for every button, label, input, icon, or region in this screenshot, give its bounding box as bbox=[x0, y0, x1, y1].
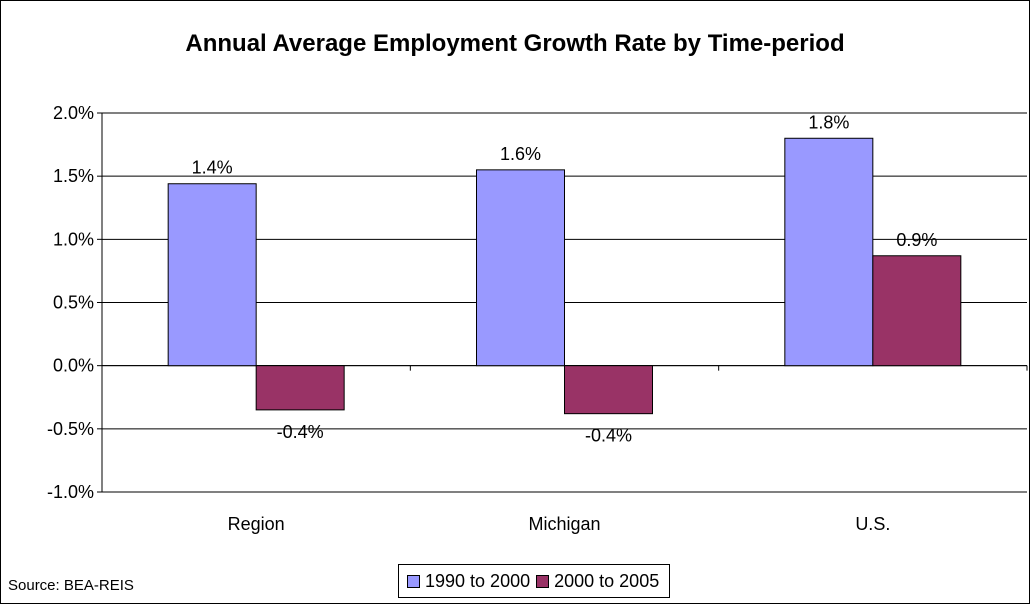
legend-label-series-2: 2000 to 2005 bbox=[554, 570, 660, 591]
legend-label-series-1: 1990 to 2000 bbox=[425, 570, 531, 591]
data-label: 0.9% bbox=[896, 230, 937, 250]
y-tick-label: 0.5% bbox=[53, 293, 94, 313]
bar-michigan-series-1 bbox=[476, 169, 565, 367]
bar-region-series-1 bbox=[167, 183, 257, 367]
chart-title: Annual Average Employment Growth Rate by… bbox=[185, 30, 845, 57]
y-tick-label: 0.0% bbox=[53, 356, 94, 376]
data-label: 1.6% bbox=[500, 144, 541, 164]
y-tick-label: 2.0% bbox=[53, 103, 94, 123]
bar-michigan-series-2 bbox=[564, 365, 653, 415]
data-label: -0.4% bbox=[585, 426, 632, 446]
legend-swatch-series-1 bbox=[407, 574, 420, 588]
x-category-label: Michigan bbox=[528, 514, 600, 534]
x-category-label: Region bbox=[228, 514, 285, 534]
x-category-label: U.S. bbox=[855, 514, 890, 534]
y-tick-label: -1.0% bbox=[47, 482, 94, 502]
bar-us-series-1 bbox=[784, 137, 874, 367]
chart-legend: 1990 to 2000 2000 to 2005 bbox=[398, 564, 671, 598]
legend-item-series-1: 1990 to 2000 bbox=[407, 571, 530, 592]
y-tick-label: 1.0% bbox=[53, 229, 94, 249]
data-label: 1.4% bbox=[192, 158, 233, 178]
legend-item-series-2: 2000 to 2005 bbox=[536, 571, 659, 592]
legend-swatch-series-2 bbox=[536, 574, 550, 588]
y-tick-label: 1.5% bbox=[53, 166, 94, 186]
data-label: 1.8% bbox=[808, 112, 849, 132]
bar-us-series-2 bbox=[872, 255, 962, 367]
bar-region-series-2 bbox=[255, 365, 345, 411]
y-tick-label: -0.5% bbox=[47, 419, 94, 439]
data-label: -0.4% bbox=[277, 422, 324, 442]
source-note: Source: BEA-REIS bbox=[8, 577, 134, 594]
